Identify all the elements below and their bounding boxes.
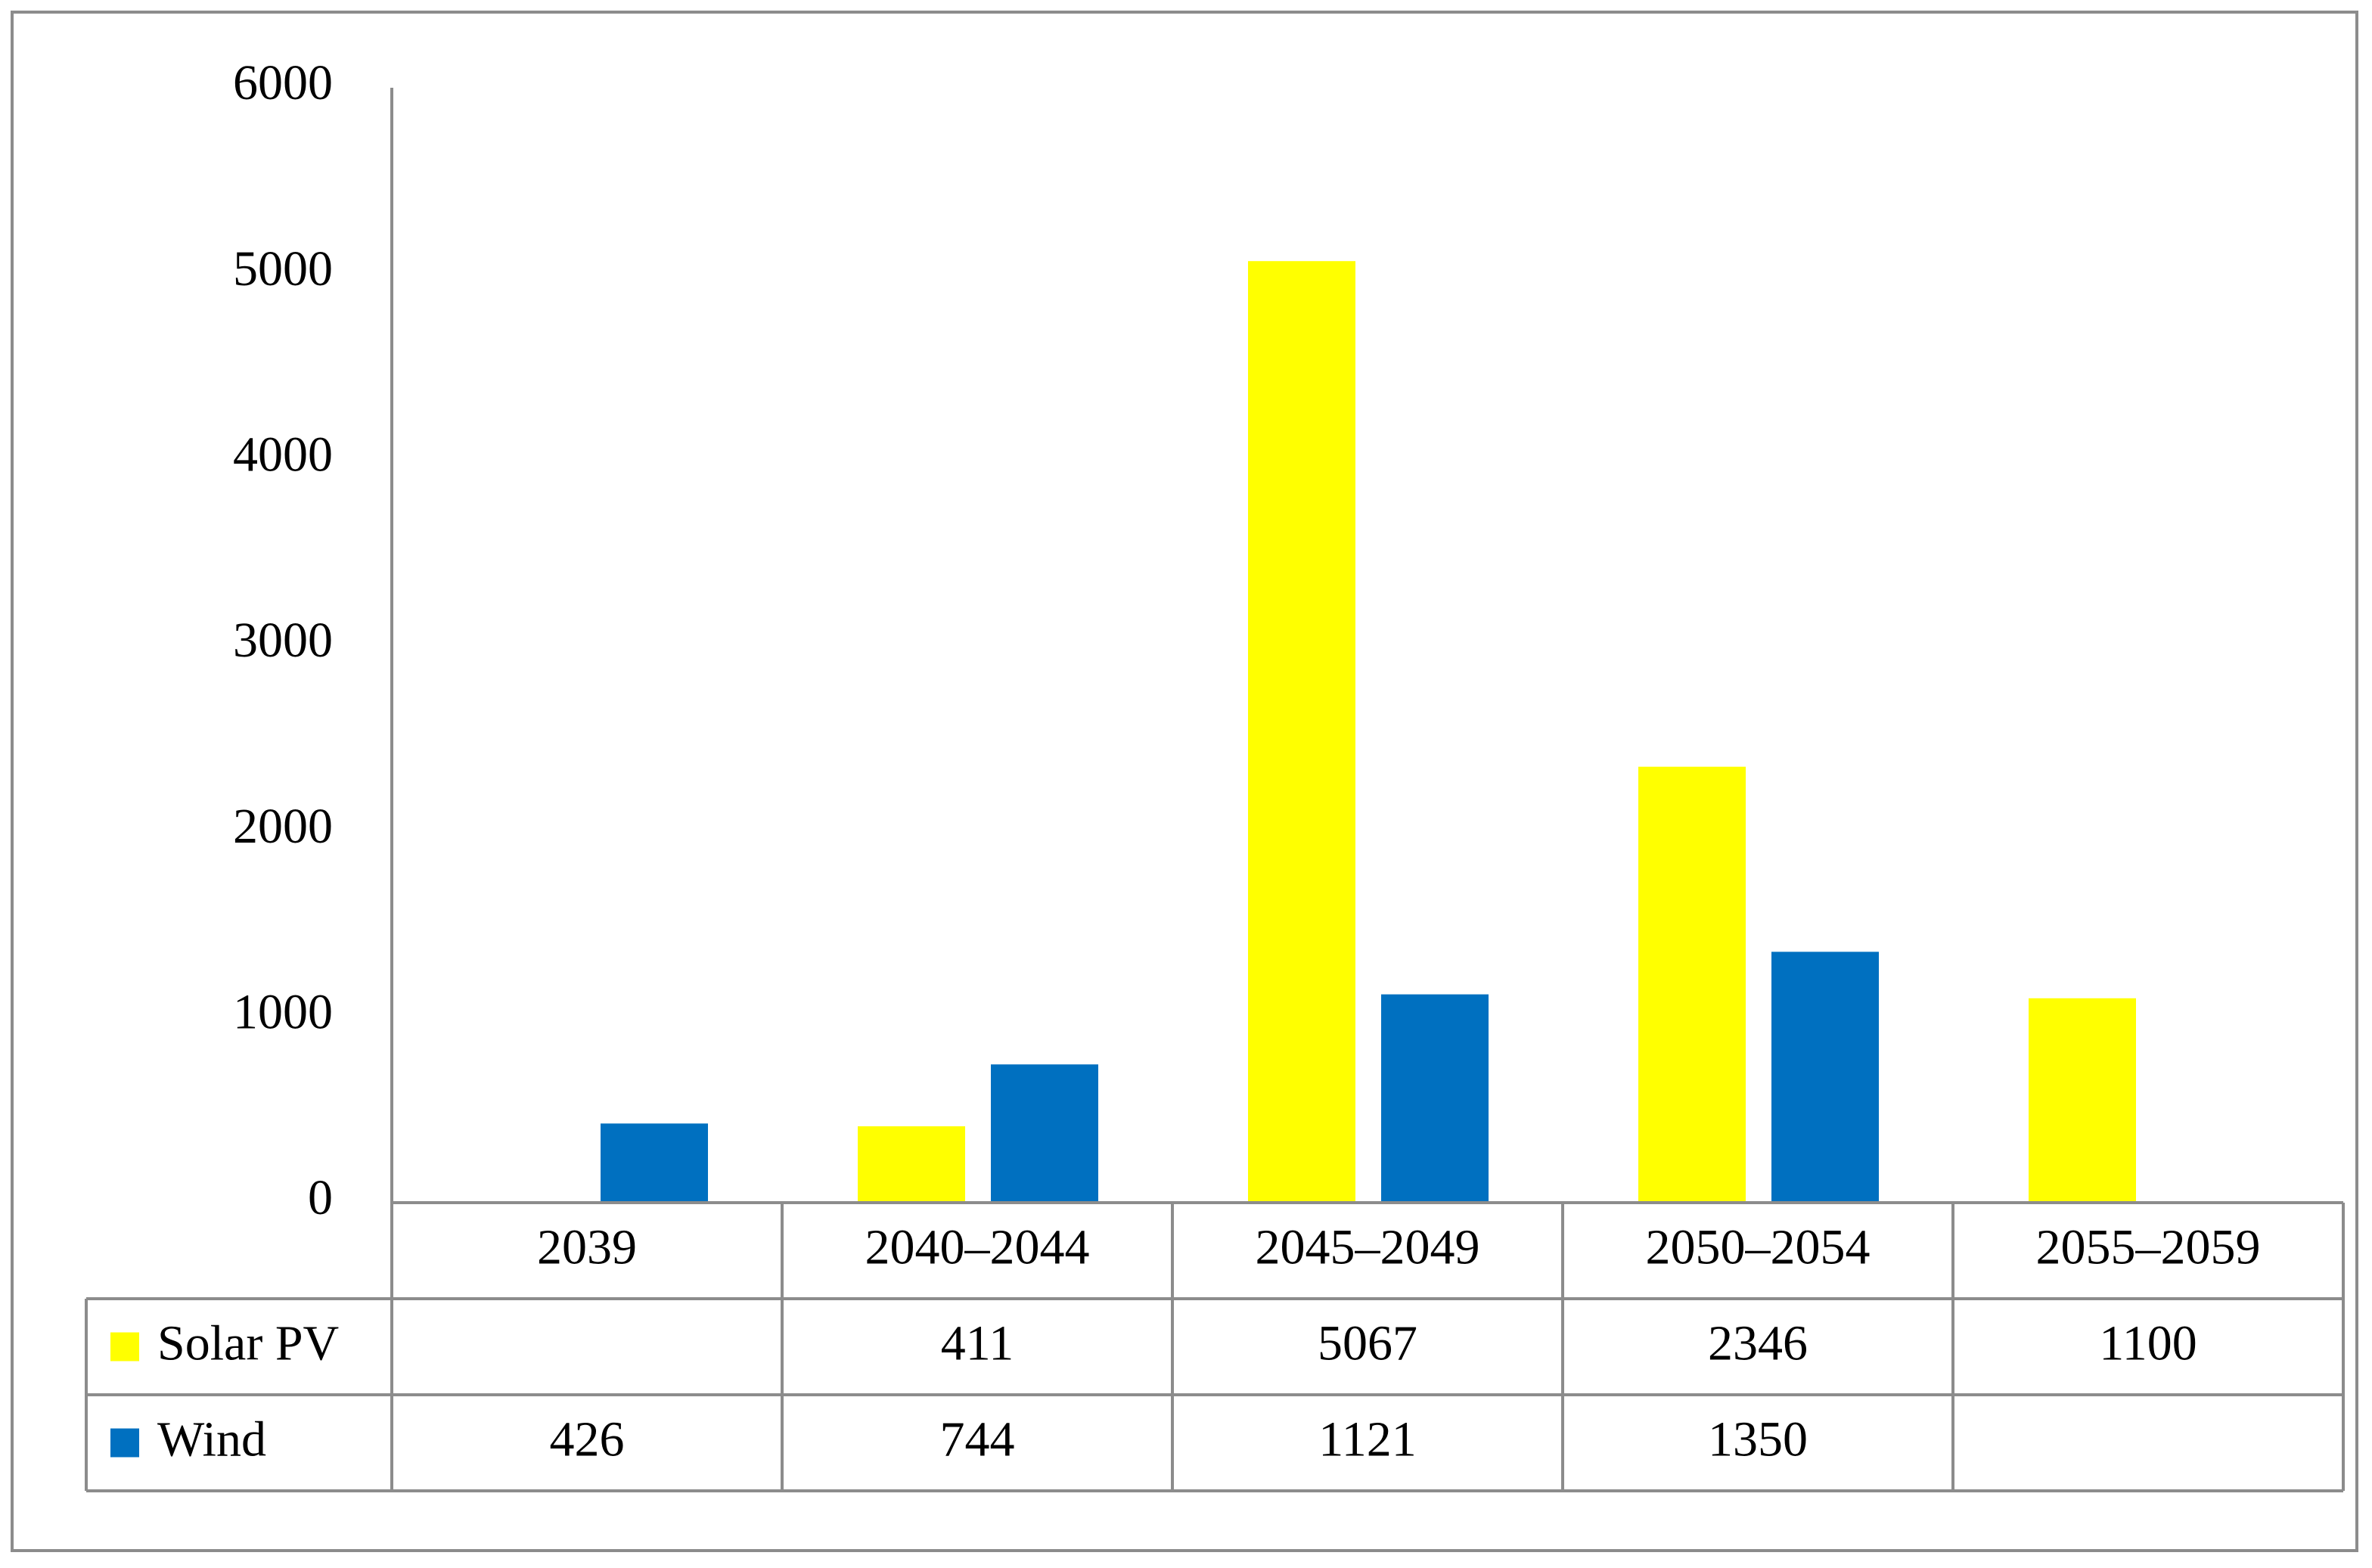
- y-tick-label: 5000: [233, 241, 333, 297]
- legend-swatch: [110, 1428, 139, 1458]
- y-tick-label: 3000: [233, 613, 333, 668]
- y-tick-label: 1000: [233, 984, 333, 1039]
- bar: [858, 1126, 965, 1203]
- y-tick-label: 2000: [233, 799, 333, 854]
- legend-swatch: [110, 1332, 139, 1362]
- x-tick-label: 2045–2049: [1256, 1220, 1480, 1275]
- bar: [1248, 261, 1355, 1203]
- table-value: 1350: [1708, 1412, 1808, 1467]
- bar: [1638, 766, 1746, 1203]
- legend-label: Solar PV: [157, 1316, 339, 1371]
- bar: [1771, 952, 1879, 1203]
- y-tick-label: 6000: [233, 55, 333, 110]
- table-value: 5067: [1318, 1316, 1417, 1371]
- x-tick-label: 2040–2044: [865, 1220, 1090, 1275]
- table-value: 744: [940, 1412, 1015, 1467]
- bar: [991, 1064, 1098, 1203]
- table-value: 2346: [1708, 1316, 1808, 1371]
- legend-label: Wind: [157, 1412, 266, 1467]
- x-tick-label: 2039: [537, 1220, 637, 1275]
- table-value: 426: [550, 1412, 625, 1467]
- y-tick-label: 4000: [233, 427, 333, 482]
- y-tick-label: 0: [308, 1170, 333, 1225]
- x-tick-label: 2055–2059: [2036, 1220, 2261, 1275]
- bar: [1381, 994, 1489, 1203]
- bar: [601, 1123, 708, 1203]
- table-value: 1121: [1318, 1412, 1417, 1467]
- chart-border: [11, 11, 2358, 1552]
- bar: [2029, 998, 2136, 1203]
- table-value: 1100: [2099, 1316, 2197, 1371]
- x-tick-label: 2050–2054: [1646, 1220, 1871, 1275]
- table-value: 411: [941, 1316, 1014, 1371]
